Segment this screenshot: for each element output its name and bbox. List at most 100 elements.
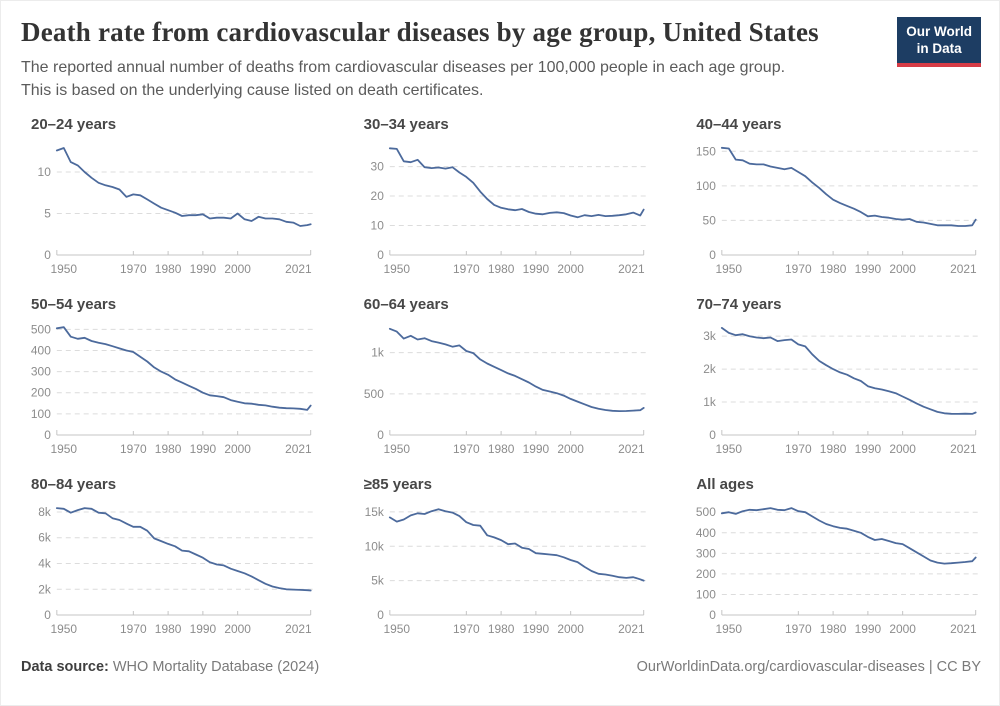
data-line xyxy=(721,507,977,565)
x-axis-tick-label: 2000 xyxy=(557,262,584,276)
x-axis-tick-label: 2000 xyxy=(557,622,584,636)
chart-title: 20–24 years xyxy=(31,116,117,134)
chart-60-64-years: 60–64 years 0 500 1k 1950 1970 1980 1990 2000 202… xyxy=(352,296,649,461)
chart-plot-60-64-years: 0 500 1k 1950 1970 1980 1990 2000 2021 xyxy=(364,328,648,456)
y-axis-tick-label: 50 xyxy=(703,214,717,228)
subtitle-line-1: The reported annual number of deaths fro… xyxy=(21,59,786,76)
x-axis-tick-label: 1990 xyxy=(190,622,217,636)
y-axis-tick-label: 1k xyxy=(704,395,717,409)
x-axis-tick-label: 1970 xyxy=(785,442,812,456)
data-source: Data source: WHO Mortality Database (202… xyxy=(21,659,319,675)
x-axis-tick-label: 2021 xyxy=(950,622,977,636)
page-title: Death rate from cardiovascular diseases … xyxy=(21,17,819,47)
data-line xyxy=(388,328,645,413)
chart-plot-85-years: 0 5k 10k 15k 1950 1970 1980 1990 2000 2021 xyxy=(364,505,648,636)
y-axis-tick-label: 500 xyxy=(31,323,51,337)
y-axis-tick-label: 200 xyxy=(696,567,716,581)
y-axis-tick-label: 0 xyxy=(377,428,384,442)
chart-title: 70–74 years xyxy=(696,296,782,314)
x-axis-tick-label: 1980 xyxy=(487,442,514,456)
chart-20-24-years: 20–24 years 0 5 10 1950 1970 1980 1990 2000 2021 xyxy=(19,116,316,281)
x-axis-tick-label: 2021 xyxy=(950,442,977,456)
data-line xyxy=(55,326,312,412)
y-axis-tick-label: 100 xyxy=(31,407,51,421)
y-axis-tick-label: 300 xyxy=(696,547,716,561)
x-axis-tick-label: 1950 xyxy=(716,262,743,276)
chart-plot-50-54-years: 0 100 200 300 400 500 1950 1970 1980 1990 2000 2021 xyxy=(31,323,315,456)
y-axis-tick-label: 5 xyxy=(44,207,51,221)
chart-plot-70-74-years: 0 1k 2k 3k 1950 1970 1980 1990 2000 2021 xyxy=(704,327,980,456)
y-axis-tick-label: 400 xyxy=(31,344,51,358)
x-axis-tick-label: 2021 xyxy=(950,262,977,276)
x-axis-tick-label: 1950 xyxy=(383,622,410,636)
x-axis-tick-label: 1950 xyxy=(50,442,77,456)
data-line xyxy=(388,147,645,219)
chart-80-84-years: 80–84 years 0 2k 4k 6k 8k 1950 1970 1980 1990 2000… xyxy=(19,476,316,641)
x-axis-tick-label: 1950 xyxy=(383,262,410,276)
chart-subtitle: The reported annual number of deaths fro… xyxy=(21,57,901,102)
y-axis-tick-label: 8k xyxy=(38,505,51,519)
owid-logo: Our World in Data xyxy=(897,17,981,67)
chart-85-years: ≥85 years 0 5k 10k 15k 1950 1970 1980 1990 2000 20… xyxy=(352,476,649,641)
data-source-label: Data source: xyxy=(21,659,109,676)
chart-plot-40-44-years: 0 50 100 150 1950 1970 1980 1990 2000 2021 xyxy=(696,145,980,276)
y-axis-tick-label: 0 xyxy=(44,608,51,622)
chart-title: 30–34 years xyxy=(363,116,449,134)
x-axis-tick-label: 1970 xyxy=(785,262,812,276)
y-axis-tick-label: 2k xyxy=(704,363,717,377)
y-axis-tick-label: 0 xyxy=(377,608,384,622)
logo-line-2: in Data xyxy=(916,40,962,56)
x-axis-tick-label: 1980 xyxy=(155,622,182,636)
x-axis-tick-label: 1990 xyxy=(855,262,882,276)
chart-plot-all-ages: 0 100 200 300 400 500 1950 1970 1980 1990 2000 2021 xyxy=(696,506,980,636)
y-axis-tick-label: 0 xyxy=(44,248,51,262)
x-axis-tick-label: 1990 xyxy=(522,622,549,636)
y-axis-tick-label: 150 xyxy=(696,145,716,159)
y-axis-tick-label: 500 xyxy=(364,387,384,401)
x-axis-tick-label: 2021 xyxy=(285,442,312,456)
x-axis-tick-label: 2000 xyxy=(224,442,251,456)
y-axis-tick-label: 0 xyxy=(710,248,717,262)
y-axis-tick-label: 15k xyxy=(364,505,383,519)
y-axis-tick-label: 10 xyxy=(38,165,52,179)
x-axis-tick-label: 2000 xyxy=(557,442,584,456)
attribution-link: OurWorldinData.org/cardiovascular-diseas… xyxy=(636,659,981,676)
chart-plot-20-24-years: 0 5 10 1950 1970 1980 1990 2000 2021 xyxy=(38,147,315,276)
y-axis-tick-label: 20 xyxy=(370,189,384,203)
data-source-value: WHO Mortality Database (2024) xyxy=(108,659,320,676)
y-axis-tick-label: 0 xyxy=(44,428,51,442)
y-axis-tick-label: 10 xyxy=(370,219,384,233)
y-axis-tick-label: 1k xyxy=(371,346,384,360)
y-axis-tick-label: 200 xyxy=(31,386,51,400)
x-axis-tick-label: 1980 xyxy=(487,622,514,636)
x-axis-tick-label: 1980 xyxy=(155,442,182,456)
x-axis-tick-label: 1970 xyxy=(453,622,480,636)
data-line xyxy=(721,147,977,228)
y-axis-tick-label: 4k xyxy=(38,557,51,571)
x-axis-tick-label: 2021 xyxy=(618,622,645,636)
chart-30-34-years: 30–34 years 0 10 20 30 1950 1970 1980 1990 2000 20… xyxy=(352,116,649,281)
chart-title: ≥85 years xyxy=(363,476,432,494)
y-axis-tick-label: 0 xyxy=(710,608,717,622)
x-axis-tick-label: 1970 xyxy=(120,262,147,276)
data-line xyxy=(55,147,312,228)
x-axis-tick-label: 1950 xyxy=(50,262,77,276)
charts-grid: 20–24 years 0 5 10 1950 1970 1980 1990 2000 2021 3… xyxy=(19,116,981,641)
chart-all-ages: All ages 0 100 200 300 400 500 1950 1970 1980 1990… xyxy=(684,476,981,641)
x-axis-tick-label: 1970 xyxy=(120,442,147,456)
y-axis-tick-label: 400 xyxy=(696,526,716,540)
x-axis-tick-label: 1990 xyxy=(522,442,549,456)
x-axis-tick-label: 2000 xyxy=(224,262,251,276)
chart-plot-80-84-years: 0 2k 4k 6k 8k 1950 1970 1980 1990 2000 2021 xyxy=(38,505,315,636)
x-axis-tick-label: 2000 xyxy=(890,442,917,456)
footer: Data source: WHO Mortality Database (202… xyxy=(21,659,981,675)
y-axis-tick-label: 2k xyxy=(38,583,51,597)
y-axis-tick-label: 300 xyxy=(31,365,51,379)
x-axis-tick-label: 1990 xyxy=(190,262,217,276)
data-line xyxy=(721,327,977,416)
x-axis-tick-label: 2000 xyxy=(890,262,917,276)
y-axis-tick-label: 100 xyxy=(696,588,716,602)
y-axis-tick-label: 30 xyxy=(370,160,384,174)
x-axis-tick-label: 2021 xyxy=(618,442,645,456)
